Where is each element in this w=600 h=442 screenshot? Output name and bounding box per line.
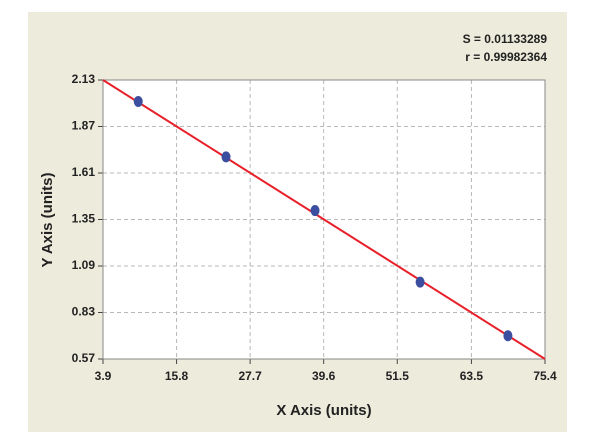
fit-line [102,79,546,360]
x-tick-label: 15.8 [165,369,189,383]
y-tick-label: 0.57 [72,351,96,365]
data-point [415,276,425,288]
data-point [221,151,231,163]
x-tick-label: 27.7 [238,369,262,383]
x-tick-label: 75.4 [533,369,557,383]
y-axis-label: Y Axis (units) [39,172,56,267]
y-tick-label: 2.13 [72,72,96,86]
y-tick-label: 1.35 [72,212,96,226]
y-tick-label: 1.61 [72,165,96,179]
x-tick-label: 63.5 [460,369,484,383]
x-tick-label: 3.9 [95,369,112,383]
annotation: S = 0.01133289 [463,32,548,46]
annotation: r = 0.99982364 [465,50,547,64]
y-tick-label: 1.87 [72,119,96,133]
data-point [503,330,513,342]
y-tick-label: 1.09 [72,258,96,272]
data-point [133,95,143,107]
x-axis-label: X Axis (units) [276,402,371,419]
x-tick-label: 51.5 [386,369,410,383]
y-tick-label: 0.83 [72,305,96,319]
data-point [310,205,320,217]
plot-frame [102,79,546,360]
x-tick-label: 39.6 [312,369,336,383]
